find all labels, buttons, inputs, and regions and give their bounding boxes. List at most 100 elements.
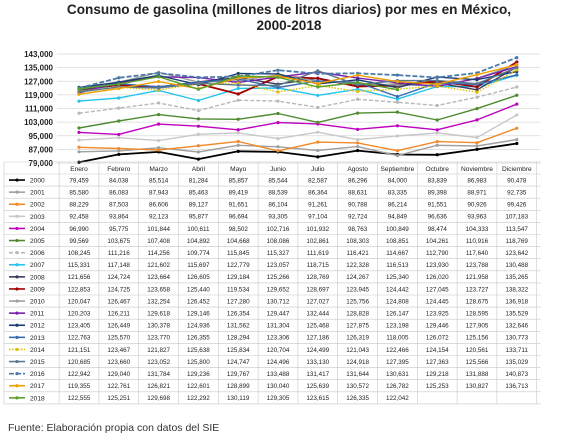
- row-label: 2013: [30, 335, 45, 342]
- data-point-2002: [475, 141, 479, 145]
- table-cell: 123,770: [147, 335, 170, 342]
- table-cell: 81,284: [189, 177, 209, 184]
- data-point-2000: [316, 155, 320, 159]
- table-cell: 127,280: [227, 298, 250, 305]
- data-point-2007: [196, 98, 200, 103]
- table-cell: 118,715: [307, 262, 330, 269]
- table-cell: 125,440: [187, 286, 210, 293]
- row-label: 2008: [30, 274, 45, 281]
- data-point-2018: [395, 88, 399, 92]
- table-cell: 102,716: [267, 226, 290, 233]
- table-cell: 121,656: [68, 274, 91, 281]
- table-cell: 125,251: [107, 395, 130, 402]
- row-label: 2005: [30, 238, 45, 245]
- table-cell: 121,043: [346, 347, 369, 354]
- data-point-2002: [515, 126, 519, 130]
- data-point-2002: [117, 146, 121, 151]
- table-cell: 89,398: [428, 189, 448, 196]
- legend-key-marker: [15, 299, 19, 303]
- table-cell: 135,265: [505, 274, 528, 281]
- data-point-2004: [157, 122, 161, 126]
- row-label: 2014: [30, 347, 45, 354]
- table-cell: 124,442: [386, 286, 409, 293]
- data-point-2018: [196, 87, 200, 91]
- row-label: 2015: [30, 359, 45, 366]
- table-cell: 85,580: [69, 189, 89, 196]
- data-point-2003: [196, 132, 200, 136]
- data-point-2009: [475, 85, 479, 89]
- data-table: Enero Febrero Marzo Abril Mayo Junio Julio Agos…: [3, 161, 541, 405]
- series-line-2007: [78, 74, 517, 102]
- data-point-2005: [77, 126, 81, 130]
- legend-key-marker: [15, 384, 19, 388]
- column-header: Julio: [311, 166, 325, 173]
- data-point-2012: [236, 71, 240, 76]
- data-point-2005: [196, 117, 200, 121]
- data-point-2002: [196, 144, 200, 148]
- table-cell: 102,861: [306, 238, 329, 245]
- table-cell: 89,419: [229, 189, 249, 196]
- table-cell: 130,773: [505, 335, 528, 342]
- table-cell: 92,123: [149, 214, 169, 221]
- table-cell: 127,186: [306, 335, 329, 342]
- table-cell: 116,513: [386, 262, 409, 269]
- table-cell: 124,445: [426, 298, 449, 305]
- table-cell: 130,488: [505, 262, 528, 269]
- data-point-2017: [316, 81, 320, 86]
- data-point-2007: [316, 93, 320, 97]
- table-cell: 136,713: [505, 383, 528, 390]
- data-point-2000: [196, 157, 200, 161]
- table-cell: 131,644: [346, 371, 369, 378]
- table-cell: 125,253: [426, 383, 449, 390]
- table-cell: 125,156: [466, 335, 489, 342]
- data-point-2014: [475, 90, 479, 94]
- table-cell: 122,466: [386, 347, 409, 354]
- table-cell: 120,685: [68, 359, 91, 366]
- data-point-2003: [276, 137, 280, 141]
- table-cell: 118,769: [506, 238, 529, 245]
- table-cell: 122,853: [68, 286, 91, 293]
- table-cell: 123,615: [306, 395, 329, 402]
- series-line-2014: [78, 69, 518, 93]
- data-point-2015: [475, 82, 479, 86]
- table-cell: 108,303: [346, 238, 369, 245]
- table-cell: 123,306: [267, 335, 290, 342]
- data-point-2017: [356, 73, 360, 77]
- data-point-2017: [515, 63, 519, 67]
- table-cell: 115,845: [227, 250, 250, 257]
- table-cell: 140,873: [505, 371, 528, 378]
- table-cell: 92,458: [69, 214, 89, 221]
- table-cell: 129,446: [426, 323, 449, 330]
- table-cell: 126,782: [386, 383, 409, 390]
- table-cell: 82,587: [308, 177, 328, 184]
- data-point-2008: [475, 88, 479, 92]
- table-cell: 126,467: [107, 298, 130, 305]
- legend-key-marker: [15, 190, 19, 194]
- table-cell: 115,331: [68, 262, 91, 269]
- table-cell: 122,942: [68, 371, 91, 378]
- data-point-2015: [157, 86, 161, 90]
- table-cell: 85,514: [149, 177, 169, 184]
- row-label: 2011: [30, 311, 45, 318]
- y-tick-label: 135,000: [24, 64, 53, 73]
- table-cell: 86,983: [467, 177, 487, 184]
- data-point-2015: [236, 83, 240, 87]
- table-cell: 131,562: [227, 323, 250, 330]
- data-point-2016: [435, 75, 439, 80]
- table-cell: 122,042: [386, 395, 409, 402]
- data-point-2004: [196, 124, 200, 128]
- row-label: 2004: [30, 226, 45, 233]
- y-tick-label: 143,000: [24, 50, 53, 59]
- table-cell: 127,045: [426, 286, 449, 293]
- data-point-2000: [236, 149, 240, 153]
- table-cell: 97,104: [308, 214, 328, 221]
- data-point-2016: [515, 56, 519, 60]
- data-point-2005: [117, 119, 121, 123]
- data-point-2006: [117, 106, 121, 110]
- source-note: Fuente: Elaboración propia con datos del…: [8, 422, 220, 434]
- data-point-2003: [316, 130, 320, 134]
- table-cell: 123,945: [346, 286, 369, 293]
- table-cell: 95,775: [109, 226, 129, 233]
- data-point-2009: [236, 92, 240, 96]
